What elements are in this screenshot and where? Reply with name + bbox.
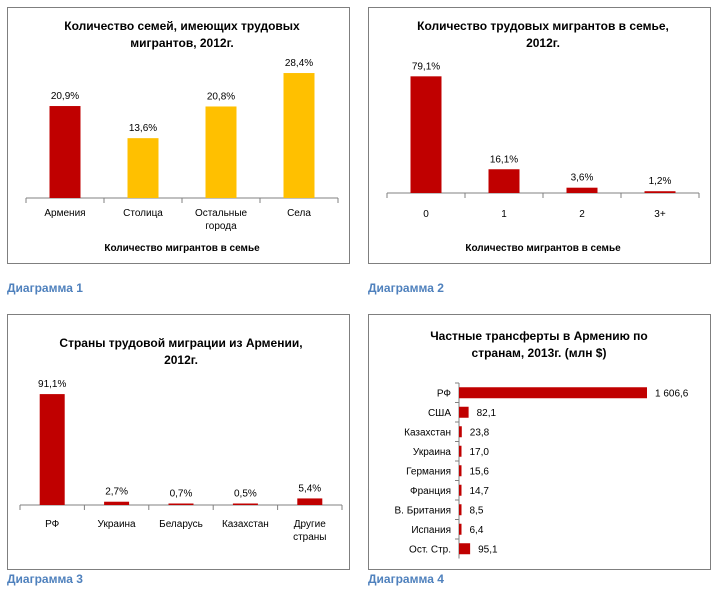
chart-3-title-line: 2012г. [164, 353, 198, 367]
chart-2-bar [488, 169, 520, 193]
chart-1-title-line: Количество семей, имеющих трудовых [64, 19, 300, 33]
chart-panel-4: Частные трансферты в Армению по странам, … [368, 314, 711, 570]
chart-2-value-label: 16,1% [490, 154, 518, 165]
chart-4-bar [459, 445, 462, 457]
chart-1-bar [127, 138, 159, 198]
chart-3-value-label: 0,7% [170, 489, 193, 500]
chart-4-value-label: 17,0 [470, 447, 490, 458]
chart-4-value-label: 1 606,6 [655, 388, 689, 399]
chart-4-title-line: странам, 2013г. (млн $) [472, 346, 607, 360]
chart-2: Количество трудовых мигрантов в семье,20… [386, 19, 700, 254]
chart-2-bar [566, 187, 598, 193]
chart-1-bar [205, 106, 237, 198]
chart-4-value-label: 14,7 [470, 486, 490, 497]
chart-4-value-label: 95,1 [478, 544, 498, 555]
chart-2-value-label: 79,1% [412, 61, 440, 72]
chart-4-category-label: В. Британия [395, 505, 452, 516]
caption-3: Диаграмма 3 [7, 572, 83, 586]
chart-4-category-label: Украина [413, 447, 452, 458]
chart-1-bar [49, 106, 81, 198]
chart-2-value-label: 3,6% [571, 173, 594, 184]
chart-1-bar [283, 73, 315, 198]
chart-1-x-axis-title: Количество мигрантов в семье [104, 243, 260, 254]
chart-4-title-line: Частные трансферты в Армению по [430, 329, 648, 343]
chart-1-category-label: Армения [44, 208, 85, 219]
chart-1-value-label: 13,6% [129, 123, 157, 134]
chart-4-category-label: Ост. Стр. [409, 544, 451, 555]
chart-2-bar [644, 191, 676, 193]
chart-3-category-label: Другие [294, 519, 326, 530]
chart-4-category-label: Франция [410, 486, 451, 497]
chart-3-bar [168, 503, 194, 505]
chart-3-bar [39, 394, 65, 505]
chart-2-title-line: Количество трудовых мигрантов в семье, [417, 19, 669, 33]
chart-panel-1: Количество семей, имеющих трудовых мигран… [7, 7, 350, 264]
chart-4-value-label: 6,4 [470, 525, 484, 536]
caption-4: Диаграмма 4 [368, 572, 444, 586]
chart-4-category-label: РФ [437, 388, 452, 399]
chart-4-bar [459, 484, 462, 496]
chart-3-bar [297, 498, 323, 505]
chart-4-bar [459, 504, 462, 516]
chart-4-category-label: Испания [411, 525, 451, 536]
chart-panel-2: Количество трудовых мигрантов в семье, 20… [368, 7, 711, 264]
chart-4-value-label: 82,1 [477, 408, 497, 419]
chart-4-bar [459, 387, 647, 399]
chart-4: Частные трансферты в Армению по странам, … [395, 329, 689, 559]
chart-1-category-label: Села [287, 208, 311, 219]
chart-2-category-label: 3+ [654, 209, 666, 220]
chart-4-value-label: 23,8 [470, 427, 490, 438]
chart-3-category-label: Казахстан [222, 519, 269, 530]
chart-3-value-label: 5,4% [298, 483, 321, 494]
chart-4-category-label: Казахстан [404, 427, 451, 438]
chart-4-bar [459, 406, 469, 418]
chart-3-value-label: 91,1% [38, 379, 66, 390]
chart-1-category-label: Остальные [195, 208, 248, 219]
chart-2-bar [410, 76, 442, 193]
chart-2-title-line: 2012г. [526, 36, 560, 50]
chart-3-bar [104, 501, 130, 505]
chart-3-category-label: Украина [98, 519, 137, 530]
chart-1-title-line: мигрантов, 2012г. [130, 36, 233, 50]
caption-1: Диаграмма 1 [7, 281, 83, 295]
chart-1-value-label: 28,4% [285, 58, 313, 69]
chart-4-bar [459, 465, 462, 477]
chart-4-category-label: Германия [406, 466, 451, 477]
chart-4-bar [459, 426, 462, 438]
chart-3-category-label: страны [293, 532, 326, 543]
chart-2-category-label: 0 [423, 209, 429, 220]
chart-1-category-label: Столица [123, 208, 163, 219]
chart-3-value-label: 0,5% [234, 489, 257, 500]
chart-1: Количество семей, имеющих трудовых мигран… [25, 19, 339, 254]
chart-2-x-axis-title: Количество мигрантов в семье [465, 243, 621, 254]
chart-4-category-label: США [428, 408, 451, 419]
chart-3-category-label: РФ [45, 519, 60, 530]
chart-1-value-label: 20,9% [51, 91, 79, 102]
chart-3-title-line: Страны трудовой миграции из Армении, [59, 336, 302, 350]
chart-3-category-label: Беларусь [159, 519, 203, 530]
chart-panel-3: Страны трудовой миграции из Армении, 2012… [7, 314, 350, 570]
chart-4-bar [459, 543, 471, 555]
chart-4-bar [459, 523, 462, 535]
chart-2-category-label: 2 [579, 209, 585, 220]
chart-2-value-label: 1,2% [649, 176, 672, 187]
chart-2-category-label: 1 [501, 209, 507, 220]
chart-4-value-label: 8,5 [470, 505, 484, 516]
caption-2: Диаграмма 2 [368, 281, 444, 295]
chart-3: Страны трудовой миграции из Армении, 2012… [19, 336, 343, 543]
chart-4-value-label: 15,6 [470, 466, 490, 477]
chart-3-bar [232, 503, 258, 505]
chart-1-value-label: 20,8% [207, 91, 235, 102]
chart-1-category-label: города [205, 221, 237, 232]
chart-3-value-label: 2,7% [105, 487, 128, 498]
